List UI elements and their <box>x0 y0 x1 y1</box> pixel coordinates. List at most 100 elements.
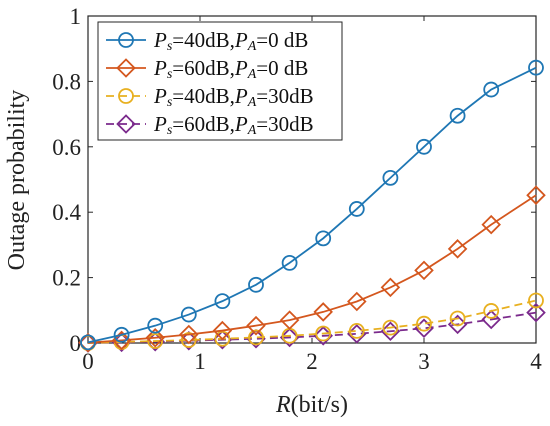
series-4-point <box>414 318 434 339</box>
series-2-point <box>313 302 333 322</box>
y-tick-label: 0 <box>70 331 82 356</box>
legend-label-part: s <box>167 123 173 138</box>
series-2-point <box>212 320 233 341</box>
series-1-point <box>416 138 432 155</box>
series-1-point <box>449 107 466 124</box>
series-1-point <box>248 276 264 293</box>
series-1-point <box>113 326 130 343</box>
series-1-point <box>382 169 399 186</box>
y-tick-label: 0.6 <box>52 135 81 160</box>
legend-entry-2: Ps=60dB,PA=0 dB <box>106 56 308 82</box>
series-2-point <box>279 310 300 330</box>
series-3-point <box>348 323 365 339</box>
series-2-point <box>246 315 266 336</box>
x-tick-label: 4 <box>530 349 542 374</box>
series-layer <box>78 59 546 353</box>
legend-swatch-marker <box>118 32 134 48</box>
y-tick-label: 0.4 <box>52 200 81 225</box>
series-1 <box>80 59 544 351</box>
y-tick-label: 1 <box>70 4 82 29</box>
legend-label-part: P <box>153 84 167 108</box>
series-4-point <box>380 321 401 342</box>
series-1-point <box>315 230 332 247</box>
legend-entry-3: Ps=40dB,PA=30dB <box>106 84 314 110</box>
x-tick-label: 3 <box>418 349 430 374</box>
legend-swatch-marker <box>116 114 136 134</box>
legend-label-part: =30dB <box>256 84 313 108</box>
series-3-point <box>315 325 332 342</box>
legend-label-part: A <box>247 67 257 82</box>
series-1-point <box>528 59 544 76</box>
series-1-point <box>348 201 365 217</box>
legend-label-part: =60dB, <box>172 112 235 136</box>
series-1-point <box>214 293 231 310</box>
series-3-point <box>449 310 466 327</box>
legend-swatch-marker <box>118 88 134 104</box>
series-2-point <box>526 185 546 205</box>
legend-label-part: =0 dB <box>256 56 308 80</box>
legend-label-part: P <box>234 112 248 136</box>
legend-label-part: s <box>167 67 173 82</box>
series-1-point <box>180 306 197 323</box>
legend-label-part: =0 dB <box>256 28 308 52</box>
series-2-point <box>414 260 434 281</box>
legend-entry-4: Ps=60dB,PA=30dB <box>106 112 314 138</box>
legend-entry-1: Ps=40dB,PA=0 dB <box>106 28 308 54</box>
series-4-point <box>526 302 546 323</box>
legend-label-part: s <box>167 39 173 54</box>
series-2-point <box>145 327 165 348</box>
series-2 <box>78 185 546 353</box>
series-3-point <box>528 292 544 309</box>
series-2-point <box>380 277 401 298</box>
y-tick-label: 0.2 <box>52 266 81 291</box>
legend-label-part: P <box>234 28 248 52</box>
legend-label: Ps=60dB,PA=30dB <box>153 112 314 138</box>
legend-label-part: P <box>153 28 167 52</box>
x-axis-title-unit: (bit/s) <box>291 392 348 418</box>
legend-label-part: P <box>153 112 167 136</box>
series-1-point <box>281 254 298 271</box>
series-1-point <box>80 334 96 351</box>
legend-label: Ps=40dB,PA=30dB <box>153 84 314 110</box>
legend-label-part: A <box>247 95 257 110</box>
legend-label: Ps=40dB,PA=0 dB <box>153 28 308 54</box>
x-axis-title-var: R <box>275 392 291 418</box>
series-4-point <box>279 327 300 348</box>
y-tick-label: 0.8 <box>52 69 81 94</box>
legend-box <box>97 21 343 141</box>
legend-label-part: P <box>234 56 248 80</box>
legend-label-part: A <box>247 123 257 138</box>
series-4-point <box>212 329 233 350</box>
series-2-point <box>179 324 199 345</box>
series-2-point <box>447 239 468 259</box>
legend-label-part: A <box>247 39 257 54</box>
series-3-point <box>248 329 264 346</box>
series-3-point <box>483 303 500 319</box>
x-tick-label: 0 <box>82 349 94 374</box>
y-axis-title: Outage probability <box>4 90 30 271</box>
x-tick-label: 1 <box>194 349 206 374</box>
series-3-point <box>147 333 164 349</box>
series-1-point <box>483 81 500 98</box>
x-axis-title: R(bit/s) <box>275 392 348 418</box>
series-2-point <box>347 291 367 312</box>
series-3-point <box>180 332 197 348</box>
legend-label-part: =40dB, <box>172 84 235 108</box>
series-1-point <box>147 317 164 334</box>
series-2-point <box>481 214 501 235</box>
legend-label-part: =30dB <box>256 112 313 136</box>
axis-ticks: 0 1 2 3 4 0 0.2 0.4 0.6 0.8 1 <box>52 4 542 374</box>
legend-label: Ps=60dB,PA=0 dB <box>153 56 308 82</box>
series-4-point <box>246 328 266 349</box>
legend-swatch-marker <box>116 58 136 78</box>
series-3-point <box>416 315 432 332</box>
legend-label-part: P <box>153 56 167 80</box>
series-3-point <box>382 319 399 336</box>
legend-label-part: =40dB, <box>172 28 235 52</box>
series-4-point <box>481 309 501 330</box>
x-tick-label: 2 <box>306 349 318 374</box>
legend-label-part: =60dB, <box>172 56 235 80</box>
series-3-point <box>214 330 231 347</box>
